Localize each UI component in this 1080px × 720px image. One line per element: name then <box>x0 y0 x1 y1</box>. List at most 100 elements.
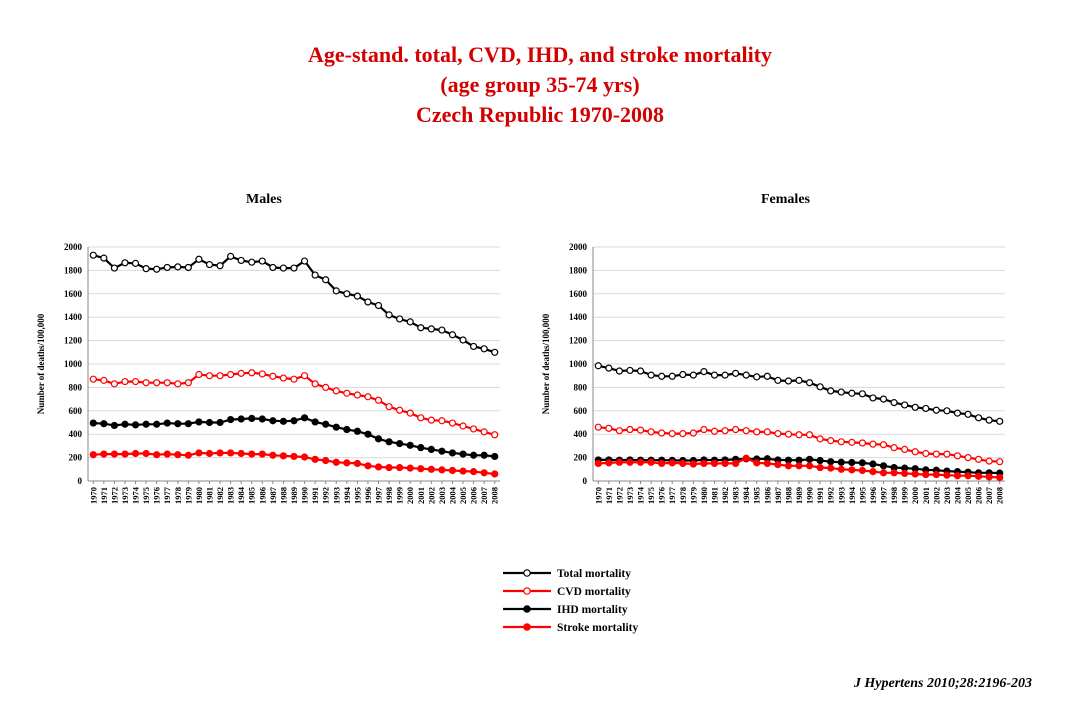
data-point <box>290 264 298 272</box>
data-point <box>469 425 478 433</box>
x-tick-label: 1991 <box>310 487 320 504</box>
data-point <box>911 470 919 478</box>
data-point <box>636 426 645 434</box>
data-point <box>890 399 898 407</box>
x-tick-label: 1998 <box>889 487 899 504</box>
x-tick-label: 2008 <box>490 487 500 504</box>
data-point <box>848 389 856 397</box>
data-point <box>311 271 319 279</box>
data-point <box>216 418 224 427</box>
data-point <box>943 450 951 458</box>
x-tick-label: 1985 <box>247 487 257 504</box>
data-point <box>258 415 266 423</box>
data-point <box>594 362 602 370</box>
legend-label: Total mortality <box>557 568 631 580</box>
data-point <box>784 377 793 385</box>
data-point <box>110 264 119 272</box>
x-tick-label: 1980 <box>699 487 709 504</box>
data-point <box>290 417 298 425</box>
data-point <box>89 419 97 427</box>
x-tick-label: 2004 <box>952 486 962 504</box>
data-point <box>385 311 393 319</box>
data-point <box>700 368 708 376</box>
data-point <box>89 375 97 383</box>
data-point <box>364 393 372 401</box>
x-tick-label: 1982 <box>215 487 225 504</box>
data-point <box>858 459 866 467</box>
data-point <box>279 374 288 382</box>
data-point <box>406 464 414 472</box>
data-point <box>816 435 824 443</box>
data-point <box>300 257 309 265</box>
x-tick-label: 1981 <box>709 487 719 504</box>
data-point <box>658 429 666 437</box>
legend-marker <box>523 605 531 613</box>
x-tick-label: 1972 <box>614 487 624 504</box>
data-point <box>816 383 824 391</box>
data-point <box>491 348 499 356</box>
x-tick-label: 1979 <box>183 487 193 504</box>
data-point <box>626 458 634 466</box>
data-point <box>742 427 750 435</box>
x-tick-label: 1990 <box>805 487 815 504</box>
data-point <box>869 468 877 476</box>
data-point <box>142 449 150 458</box>
data-point <box>985 457 993 465</box>
data-point <box>396 406 404 414</box>
data-point <box>679 370 687 379</box>
data-point <box>300 372 309 380</box>
data-point <box>163 379 171 387</box>
legend-label: IHD mortality <box>557 604 628 616</box>
data-point <box>396 463 404 472</box>
x-tick-label: 1983 <box>731 487 741 504</box>
data-point <box>795 376 803 384</box>
x-tick-label: 1996 <box>868 487 878 504</box>
data-point <box>626 366 634 375</box>
data-point <box>710 371 719 379</box>
data-point <box>290 375 298 383</box>
x-tick-label: 1970 <box>593 487 603 504</box>
data-point <box>237 369 245 377</box>
data-point <box>901 401 909 409</box>
x-tick-label: 1979 <box>688 487 698 504</box>
data-point <box>427 325 435 333</box>
data-point <box>721 459 729 468</box>
title-line-3: Czech Republic 1970-2008 <box>415 102 665 127</box>
x-tick-label: 1978 <box>173 487 183 504</box>
data-point <box>121 259 129 267</box>
data-point <box>658 372 666 380</box>
x-tick-label: 2006 <box>469 487 479 504</box>
data-point <box>679 459 687 468</box>
legend-item: IHD mortality <box>503 604 628 616</box>
data-point <box>647 458 655 466</box>
x-tick-label: 1993 <box>331 487 341 504</box>
series-line-total-mortality <box>598 364 1000 423</box>
data-point <box>89 251 97 259</box>
data-point <box>269 451 277 459</box>
legend-marker <box>523 623 531 631</box>
data-point <box>343 425 351 434</box>
data-point <box>406 441 414 449</box>
data-point <box>205 372 214 380</box>
data-point <box>679 430 687 438</box>
x-tick-label: 1986 <box>762 487 772 504</box>
data-point <box>784 462 793 470</box>
data-point <box>248 258 256 266</box>
data-point <box>480 451 488 459</box>
data-point <box>985 416 993 424</box>
x-tick-label: 2001 <box>921 487 931 504</box>
x-tick-label: 1992 <box>826 487 836 504</box>
legend-item: Stroke mortality <box>503 622 638 634</box>
data-point <box>816 456 824 465</box>
x-tick-label: 1992 <box>321 487 331 504</box>
data-point <box>374 435 383 443</box>
data-point <box>100 376 108 384</box>
x-tick-label: 1980 <box>194 487 204 504</box>
data-point <box>332 458 340 466</box>
y-tick-label: 1800 <box>64 265 83 275</box>
data-point <box>417 465 425 473</box>
data-point <box>353 459 361 468</box>
data-point <box>615 367 624 375</box>
data-point <box>121 420 129 428</box>
y-tick-label: 1400 <box>569 312 588 322</box>
